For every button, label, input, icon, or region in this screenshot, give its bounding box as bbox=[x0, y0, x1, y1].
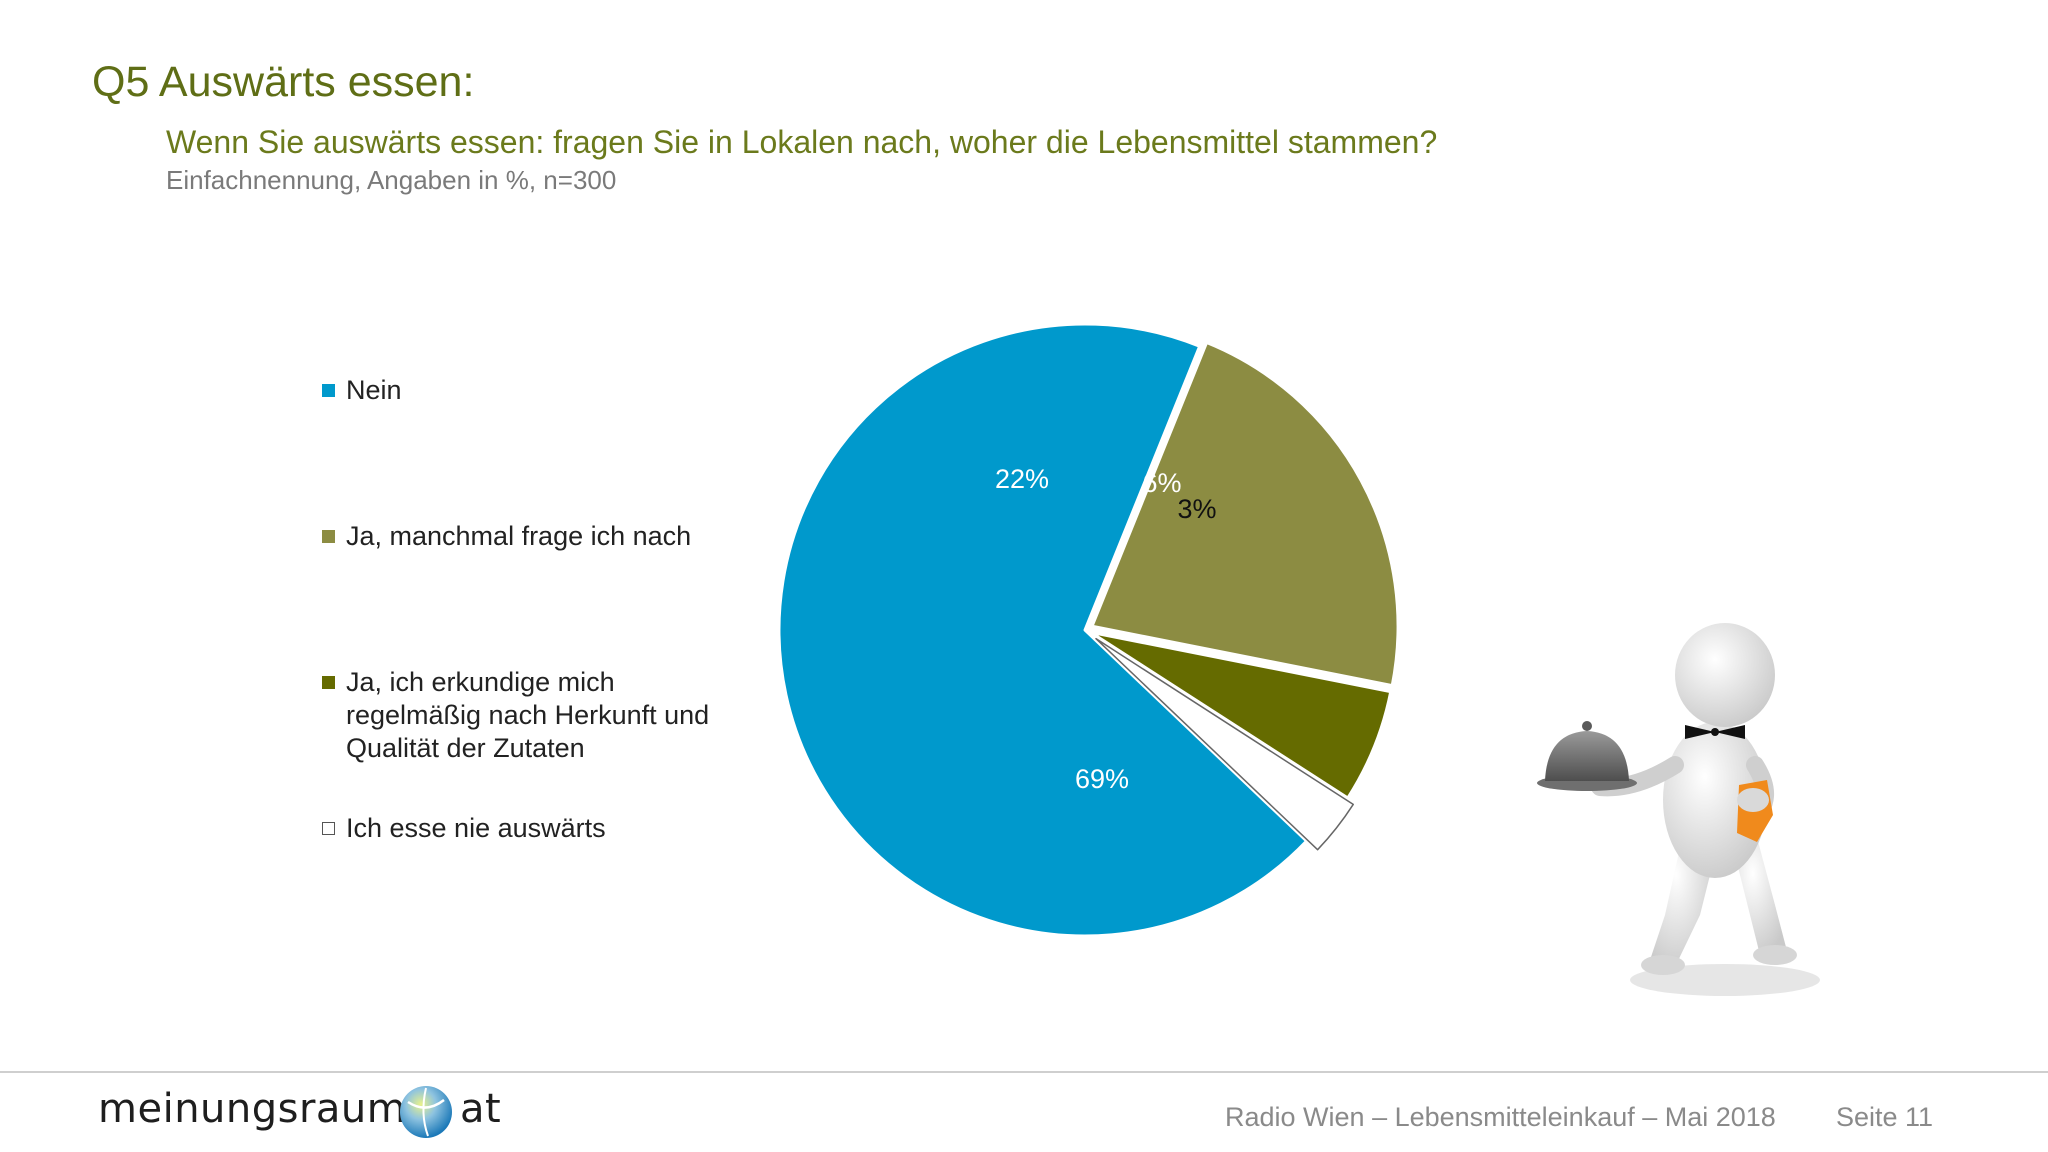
page-number: Seite 11 bbox=[1836, 1102, 1934, 1132]
legend-item-manchmal: Ja, manchmal frage ich nach bbox=[322, 520, 782, 553]
logo-text-right: at bbox=[460, 1086, 502, 1132]
pie-data-label: 22% bbox=[995, 464, 1049, 494]
company-logo: meinungsraum at bbox=[98, 1080, 518, 1150]
legend-label: Nein bbox=[346, 375, 402, 405]
legend-swatch-nie bbox=[322, 822, 335, 835]
slide-title: Q5 Auswärts essen: bbox=[92, 58, 475, 106]
footer-source: Radio Wien – Lebensmitteleinkauf – Mai 2… bbox=[1225, 1102, 1776, 1132]
pie-chart: 69% 22% 6%3% bbox=[777, 322, 1400, 938]
pie-data-label: 3% bbox=[1177, 494, 1216, 524]
pie-slice bbox=[1089, 630, 1393, 800]
legend-label: Ja, ich erkundige mich regelmäßig nach H… bbox=[346, 667, 710, 763]
legend-label: Ja, manchmal frage ich nach bbox=[346, 521, 692, 551]
sample-note: Einfachnennung, Angaben in %, n=300 bbox=[166, 165, 617, 195]
legend-swatch-regelmaessig bbox=[322, 676, 335, 689]
globe-icon bbox=[400, 1086, 452, 1138]
legend-item-regelmaessig: Ja, ich erkundige mich regelmäßig nach H… bbox=[322, 666, 782, 765]
pie-slice bbox=[777, 322, 1309, 938]
pie-slice bbox=[1090, 340, 1400, 688]
pie-data-label: 69% bbox=[1075, 764, 1129, 794]
legend-label: Ich esse nie auswärts bbox=[346, 813, 606, 843]
logo-text-left: meinungsraum bbox=[98, 1086, 407, 1132]
legend-swatch-nein bbox=[322, 384, 335, 397]
legend-swatch-manchmal bbox=[322, 530, 335, 543]
legend-item-nein: Nein bbox=[322, 374, 782, 407]
question-text: Wenn Sie auswärts essen: fragen Sie in L… bbox=[166, 124, 1438, 160]
legend-item-nie: Ich esse nie auswärts bbox=[322, 812, 782, 845]
pie-slice bbox=[1095, 637, 1354, 851]
footer-divider bbox=[0, 1071, 2048, 1073]
waiter-illustration bbox=[1537, 623, 1820, 996]
pie-data-label: 6% bbox=[1142, 468, 1181, 498]
